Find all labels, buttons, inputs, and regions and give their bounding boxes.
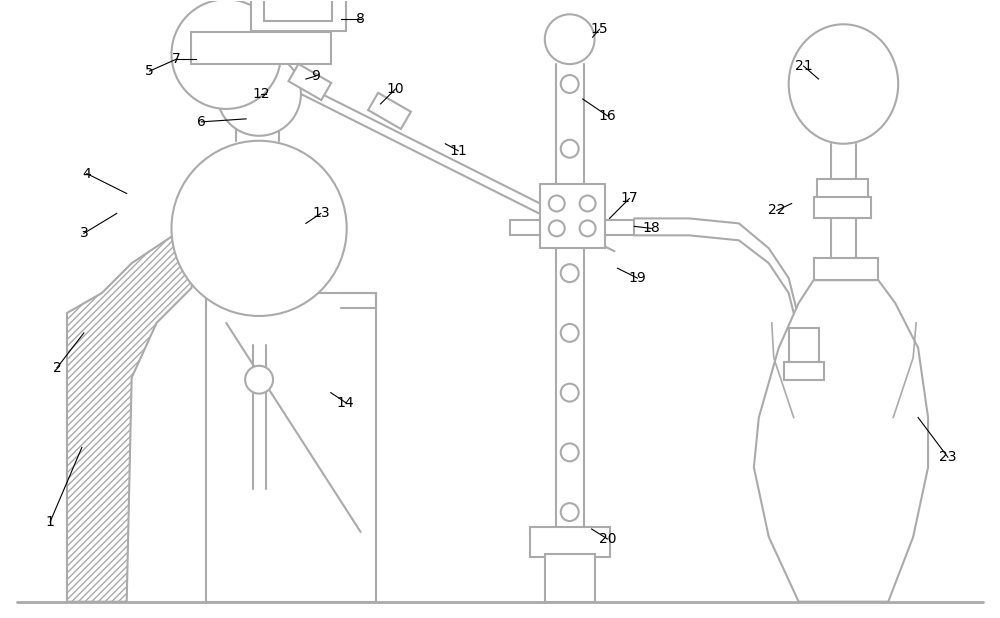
Text: 13: 13	[312, 206, 330, 221]
Text: 3: 3	[80, 226, 88, 240]
Circle shape	[580, 221, 596, 236]
Text: 18: 18	[642, 221, 660, 235]
Circle shape	[561, 75, 579, 93]
Bar	[789, 328, 819, 368]
Text: 16: 16	[599, 109, 616, 123]
Circle shape	[561, 443, 579, 461]
Text: 22: 22	[768, 203, 786, 218]
FancyBboxPatch shape	[368, 93, 411, 129]
Text: 19: 19	[629, 271, 646, 285]
Bar	[814, 197, 871, 218]
Bar	[264, 0, 332, 21]
Text: 15: 15	[591, 22, 608, 36]
Circle shape	[561, 140, 579, 158]
Text: 7: 7	[172, 52, 181, 66]
Bar	[784, 362, 824, 379]
Circle shape	[561, 324, 579, 342]
Circle shape	[561, 384, 579, 402]
Text: 23: 23	[939, 451, 957, 464]
Circle shape	[245, 366, 273, 394]
Text: 11: 11	[449, 144, 467, 158]
Polygon shape	[67, 234, 196, 602]
Text: 14: 14	[337, 396, 355, 410]
Circle shape	[171, 141, 347, 316]
Circle shape	[561, 265, 579, 282]
Bar	[206, 293, 376, 602]
Circle shape	[549, 195, 565, 211]
Polygon shape	[754, 280, 928, 602]
Bar	[530, 527, 610, 557]
Circle shape	[580, 195, 596, 211]
Text: 6: 6	[197, 115, 206, 129]
Circle shape	[561, 205, 579, 222]
Circle shape	[549, 221, 565, 236]
Text: 20: 20	[599, 532, 616, 546]
Text: 8: 8	[356, 12, 365, 27]
FancyBboxPatch shape	[289, 64, 331, 100]
Bar	[545, 554, 595, 602]
Text: 4: 4	[82, 167, 91, 180]
Text: 9: 9	[311, 69, 320, 83]
Circle shape	[217, 52, 301, 136]
Circle shape	[171, 0, 281, 109]
Circle shape	[545, 14, 595, 64]
Bar	[251, 0, 346, 32]
Circle shape	[561, 503, 579, 521]
Bar	[814, 258, 878, 280]
Text: 1: 1	[46, 515, 54, 529]
Bar	[191, 32, 331, 64]
Bar	[540, 184, 605, 248]
Text: 12: 12	[252, 87, 270, 101]
Text: 2: 2	[53, 361, 61, 375]
Text: 10: 10	[387, 82, 404, 96]
Text: 17: 17	[621, 192, 638, 206]
Text: 21: 21	[795, 59, 812, 73]
Ellipse shape	[789, 24, 898, 144]
Bar	[817, 179, 868, 200]
Text: 5: 5	[145, 64, 154, 78]
